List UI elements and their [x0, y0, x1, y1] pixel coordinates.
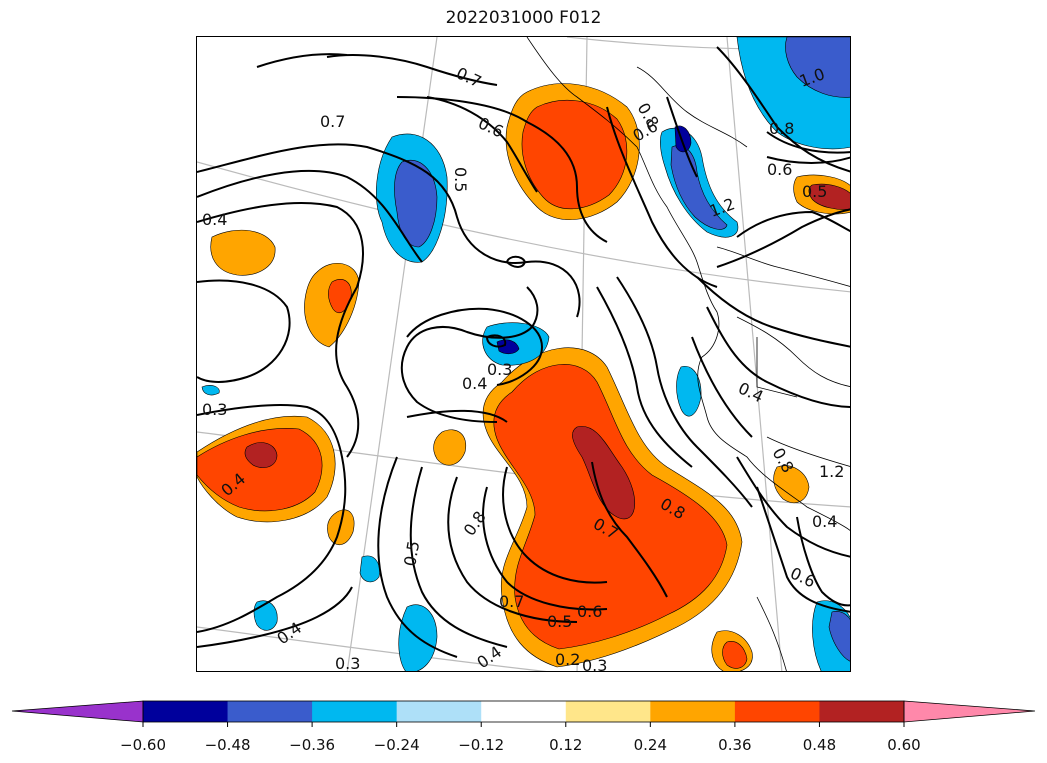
colorbar-bin: [650, 701, 736, 722]
contour-label: 0.6: [787, 563, 818, 591]
contour-label: 0.7: [453, 63, 484, 91]
colorbar-over-arrow: [903, 700, 1036, 723]
contour-label: 0.7: [499, 592, 524, 611]
contour-label: 0.6: [767, 160, 792, 179]
colorbar-tick-label: 0.24: [634, 736, 667, 754]
contour-label: 0.4: [812, 512, 837, 531]
colorbar-bin: [312, 701, 398, 722]
contour-label: 0.4: [473, 642, 505, 672]
contour-label: 0.3: [582, 656, 607, 672]
colorbar-ticks: −0.60 −0.48 −0.36 −0.24 −0.12 0.12 0.24 0.36 0.4…: [120, 722, 921, 754]
contour-label: 0.4: [202, 210, 227, 229]
contour-label: 0.8: [769, 119, 794, 138]
contour-label: 0.2: [555, 650, 580, 669]
contour-label: 0.7: [320, 112, 345, 131]
colorbar-tick-label: −0.12: [458, 736, 504, 754]
colorbar-tick-label: −0.48: [205, 736, 251, 754]
colorbar-outline: [142, 700, 905, 723]
colorbar-bin: [143, 701, 229, 722]
colorbar-bin: [227, 701, 313, 722]
contour-label: 0.3: [202, 400, 227, 419]
contour-label: 0.3: [487, 360, 512, 379]
map-panel: 0.7 0.7 0.6 0.6 0.8 1.0 0.8 0.6 0.5 0.5 …: [196, 36, 851, 672]
colorbar-tick-label: 0.48: [803, 736, 836, 754]
contour-label: 0.6: [577, 602, 602, 621]
contour-label: 0.4: [273, 618, 305, 648]
contour-lines: [197, 46, 850, 658]
contour-label: 0.5: [802, 182, 827, 201]
colorbar-tick-label: −0.36: [289, 736, 335, 754]
colorbar-under-arrow: [11, 700, 144, 723]
colorbar-bin: [481, 701, 567, 722]
colorbar-bin: [819, 701, 905, 722]
colorbar-tick-label: 0.36: [718, 736, 751, 754]
contour-label: 0.5: [547, 612, 572, 631]
colorbar-bin: [565, 701, 651, 722]
colorbar-bin: [734, 701, 820, 722]
map-title: 2022031000 F012: [445, 8, 602, 28]
contour-label: 0.5: [451, 167, 470, 192]
shaded-fields: [197, 37, 850, 671]
contour-label: 0.3: [335, 654, 360, 672]
colorbar: −0.60 −0.48 −0.36 −0.24 −0.12 0.12 0.24 0.36 0.4…: [11, 700, 1036, 754]
contour-label: 0.5: [400, 539, 423, 567]
contour-label: 0.4: [462, 374, 487, 393]
contour-label: 1.2: [819, 462, 844, 481]
colorbar-tick-label: −0.60: [120, 736, 166, 754]
colorbar-tick-label: 0.12: [549, 736, 582, 754]
coastlines: [526, 37, 850, 671]
colorbar-bin: [396, 701, 482, 722]
colorbar-tick-label: 0.60: [887, 736, 920, 754]
colorbar-tick-label: −0.24: [374, 736, 420, 754]
contour-label: 0.4: [735, 378, 766, 406]
map-canvas: 0.7 0.7 0.6 0.6 0.8 1.0 0.8 0.6 0.5 0.5 …: [197, 37, 850, 672]
colorbar-bins: [143, 701, 905, 722]
